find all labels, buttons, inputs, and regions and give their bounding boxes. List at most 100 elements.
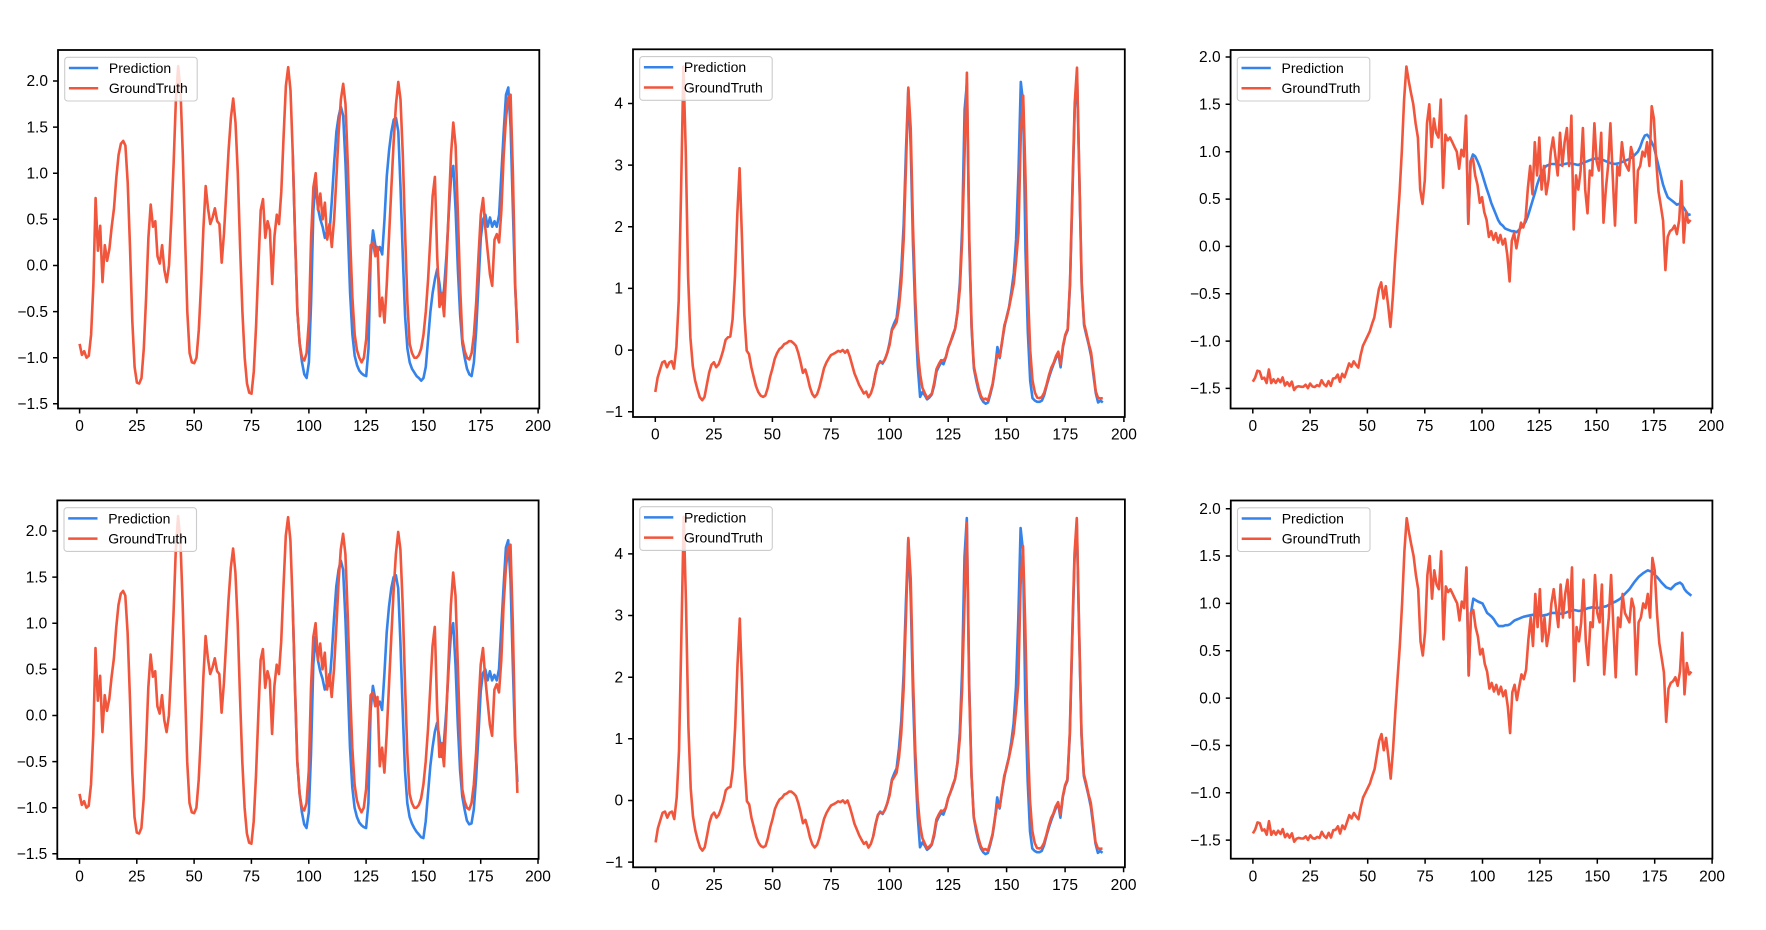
svg-text:50: 50 bbox=[764, 877, 782, 894]
svg-text:Prediction: Prediction bbox=[1282, 510, 1344, 526]
svg-text:125: 125 bbox=[1526, 418, 1552, 435]
svg-text:1.0: 1.0 bbox=[26, 615, 48, 632]
svg-text:Prediction: Prediction bbox=[108, 510, 170, 526]
svg-text:−1: −1 bbox=[605, 854, 623, 871]
svg-text:−0.5: −0.5 bbox=[1190, 738, 1221, 755]
svg-text:GroundTruth: GroundTruth bbox=[684, 530, 763, 546]
svg-text:0: 0 bbox=[651, 427, 660, 444]
svg-text:125: 125 bbox=[1527, 868, 1553, 885]
svg-text:2.0: 2.0 bbox=[26, 73, 48, 90]
svg-text:0: 0 bbox=[614, 342, 623, 359]
svg-text:100: 100 bbox=[1470, 868, 1496, 885]
svg-text:0: 0 bbox=[651, 877, 660, 894]
svg-text:0: 0 bbox=[614, 793, 623, 810]
svg-text:−1.5: −1.5 bbox=[17, 846, 48, 863]
svg-text:75: 75 bbox=[822, 877, 839, 894]
svg-text:200: 200 bbox=[1111, 427, 1137, 444]
svg-text:25: 25 bbox=[1301, 418, 1318, 435]
svg-text:175: 175 bbox=[1641, 418, 1667, 435]
svg-text:−1: −1 bbox=[605, 404, 623, 421]
svg-text:0.5: 0.5 bbox=[1199, 643, 1221, 660]
svg-text:0.5: 0.5 bbox=[26, 212, 48, 229]
svg-text:0.0: 0.0 bbox=[26, 708, 48, 725]
svg-text:200: 200 bbox=[1698, 418, 1724, 435]
svg-text:0.0: 0.0 bbox=[1199, 239, 1221, 256]
svg-text:25: 25 bbox=[705, 877, 722, 894]
svg-text:2.0: 2.0 bbox=[1199, 49, 1221, 66]
svg-text:−1.5: −1.5 bbox=[17, 396, 48, 413]
svg-text:1.5: 1.5 bbox=[26, 569, 48, 586]
svg-text:200: 200 bbox=[1699, 868, 1725, 885]
svg-text:1.5: 1.5 bbox=[1199, 97, 1221, 114]
svg-text:−0.5: −0.5 bbox=[1190, 286, 1221, 303]
svg-text:75: 75 bbox=[243, 869, 260, 886]
svg-text:1.5: 1.5 bbox=[1199, 548, 1221, 565]
svg-text:−0.5: −0.5 bbox=[17, 754, 48, 771]
svg-text:GroundTruth: GroundTruth bbox=[108, 531, 187, 547]
svg-text:75: 75 bbox=[822, 427, 839, 444]
svg-text:0: 0 bbox=[1249, 868, 1258, 885]
svg-text:2: 2 bbox=[614, 669, 623, 686]
svg-text:150: 150 bbox=[1584, 418, 1610, 435]
svg-text:GroundTruth: GroundTruth bbox=[109, 80, 188, 96]
svg-text:50: 50 bbox=[185, 869, 203, 886]
svg-text:GroundTruth: GroundTruth bbox=[684, 79, 763, 95]
svg-text:2.0: 2.0 bbox=[26, 523, 48, 540]
svg-text:−1.0: −1.0 bbox=[1190, 333, 1221, 350]
svg-text:75: 75 bbox=[1416, 868, 1433, 885]
svg-text:75: 75 bbox=[1416, 418, 1433, 435]
svg-text:125: 125 bbox=[935, 877, 961, 894]
svg-text:25: 25 bbox=[1302, 868, 1319, 885]
svg-text:175: 175 bbox=[468, 418, 494, 435]
svg-text:0.0: 0.0 bbox=[1199, 690, 1221, 707]
svg-text:4: 4 bbox=[614, 546, 623, 563]
svg-text:1: 1 bbox=[614, 731, 623, 748]
svg-text:50: 50 bbox=[1359, 418, 1377, 435]
svg-text:−1.0: −1.0 bbox=[17, 350, 48, 367]
svg-text:Prediction: Prediction bbox=[684, 59, 746, 75]
svg-text:GroundTruth: GroundTruth bbox=[1282, 531, 1361, 547]
svg-text:25: 25 bbox=[128, 869, 145, 886]
svg-text:100: 100 bbox=[296, 418, 322, 435]
svg-text:Prediction: Prediction bbox=[109, 60, 171, 76]
svg-text:50: 50 bbox=[186, 418, 204, 435]
svg-text:−1.0: −1.0 bbox=[1190, 785, 1221, 802]
svg-text:0: 0 bbox=[75, 869, 84, 886]
svg-text:1: 1 bbox=[614, 281, 623, 298]
svg-text:100: 100 bbox=[1469, 418, 1495, 435]
svg-text:Prediction: Prediction bbox=[684, 509, 746, 525]
svg-text:175: 175 bbox=[1642, 868, 1668, 885]
svg-text:100: 100 bbox=[296, 869, 322, 886]
svg-text:1.0: 1.0 bbox=[26, 165, 48, 182]
svg-text:−1.5: −1.5 bbox=[1190, 381, 1221, 398]
svg-text:3: 3 bbox=[614, 608, 623, 625]
svg-text:2: 2 bbox=[614, 219, 623, 236]
svg-text:175: 175 bbox=[468, 869, 494, 886]
svg-text:0: 0 bbox=[1248, 418, 1257, 435]
svg-text:0.0: 0.0 bbox=[26, 258, 48, 275]
svg-text:100: 100 bbox=[877, 877, 903, 894]
svg-text:0.5: 0.5 bbox=[26, 662, 48, 679]
svg-text:1.5: 1.5 bbox=[26, 119, 48, 136]
svg-text:2.0: 2.0 bbox=[1199, 501, 1221, 518]
svg-text:150: 150 bbox=[994, 427, 1020, 444]
svg-text:150: 150 bbox=[410, 869, 436, 886]
svg-text:25: 25 bbox=[128, 418, 145, 435]
svg-text:125: 125 bbox=[353, 869, 379, 886]
svg-text:50: 50 bbox=[1359, 868, 1377, 885]
svg-text:1.0: 1.0 bbox=[1199, 144, 1221, 161]
svg-text:0: 0 bbox=[75, 418, 84, 435]
svg-text:Prediction: Prediction bbox=[1282, 60, 1344, 76]
svg-text:4: 4 bbox=[614, 96, 623, 113]
svg-text:100: 100 bbox=[877, 427, 903, 444]
svg-text:125: 125 bbox=[935, 427, 961, 444]
svg-text:−0.5: −0.5 bbox=[17, 304, 48, 321]
svg-text:25: 25 bbox=[705, 427, 722, 444]
svg-text:200: 200 bbox=[525, 418, 551, 435]
svg-text:−1.5: −1.5 bbox=[1190, 832, 1221, 849]
svg-text:3: 3 bbox=[614, 157, 623, 174]
svg-text:−1.0: −1.0 bbox=[17, 800, 48, 817]
svg-text:175: 175 bbox=[1052, 427, 1078, 444]
svg-text:GroundTruth: GroundTruth bbox=[1282, 80, 1361, 96]
svg-text:0.5: 0.5 bbox=[1199, 191, 1221, 208]
